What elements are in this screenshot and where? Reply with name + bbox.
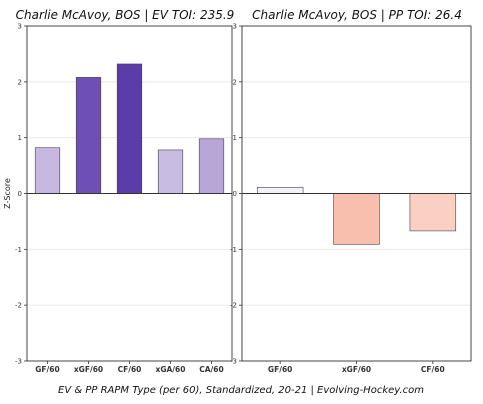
bar-xgf-60: [75, 77, 102, 194]
y-tick-label: 0: [18, 190, 22, 198]
x-tick-label: xGA/60: [156, 365, 186, 374]
y-tick-label: -2: [15, 302, 22, 310]
bar-xgf-60: [333, 193, 380, 245]
bar-cf-60: [116, 63, 143, 194]
x-tick-label: xGF/60: [342, 365, 371, 374]
x-tick-label: xGF/60: [74, 365, 103, 374]
panel-title: Charlie McAvoy, BOS | EV TOI: 235.9: [16, 8, 235, 22]
bar-gf-60: [256, 187, 304, 194]
pp-rapm-panel: Charlie McAvoy, BOS | PP TOI: 26.4 3 2 1 0 -1…: [230, 8, 472, 374]
x-tick-label: GF/60: [35, 365, 59, 374]
y-tick-label: -2: [230, 302, 237, 310]
y-tick-label: 0: [233, 190, 237, 198]
bar-ca-60: [198, 138, 225, 194]
y-axis-label: Z-Score: [3, 178, 12, 209]
panel-title: Charlie McAvoy, BOS | PP TOI: 26.4: [252, 8, 462, 22]
ev-rapm-panel: Charlie McAvoy, BOS | EV TOI: 235.93 2 1 0 -…: [3, 8, 234, 374]
x-tick-label: CF/60: [118, 365, 142, 374]
x-tick-label: CA/60: [199, 365, 224, 374]
x-tick-label: CF/60: [421, 365, 445, 374]
y-tick-label: 2: [18, 78, 22, 86]
y-tick-label: -1: [15, 246, 22, 254]
y-tick-label: -1: [230, 246, 237, 254]
bar-gf-60: [34, 147, 61, 194]
x-tick-label: GF/60: [268, 365, 292, 374]
panel-frame: [241, 25, 472, 362]
y-tick-label: -3: [15, 358, 22, 366]
y-tick-label: 2: [233, 78, 237, 86]
y-tick-label: -3: [230, 358, 237, 366]
bar-cf-60: [409, 193, 457, 232]
chart-footer: EV & PP RAPM Type (per 60), Standardized…: [58, 385, 424, 396]
y-tick-label: 3: [233, 23, 237, 31]
y-tick-label: 1: [233, 134, 237, 142]
bar-xga-60: [157, 149, 184, 194]
panel-frame: [26, 25, 233, 362]
y-tick-label: 3: [18, 23, 22, 31]
y-tick-label: 1: [18, 134, 22, 142]
